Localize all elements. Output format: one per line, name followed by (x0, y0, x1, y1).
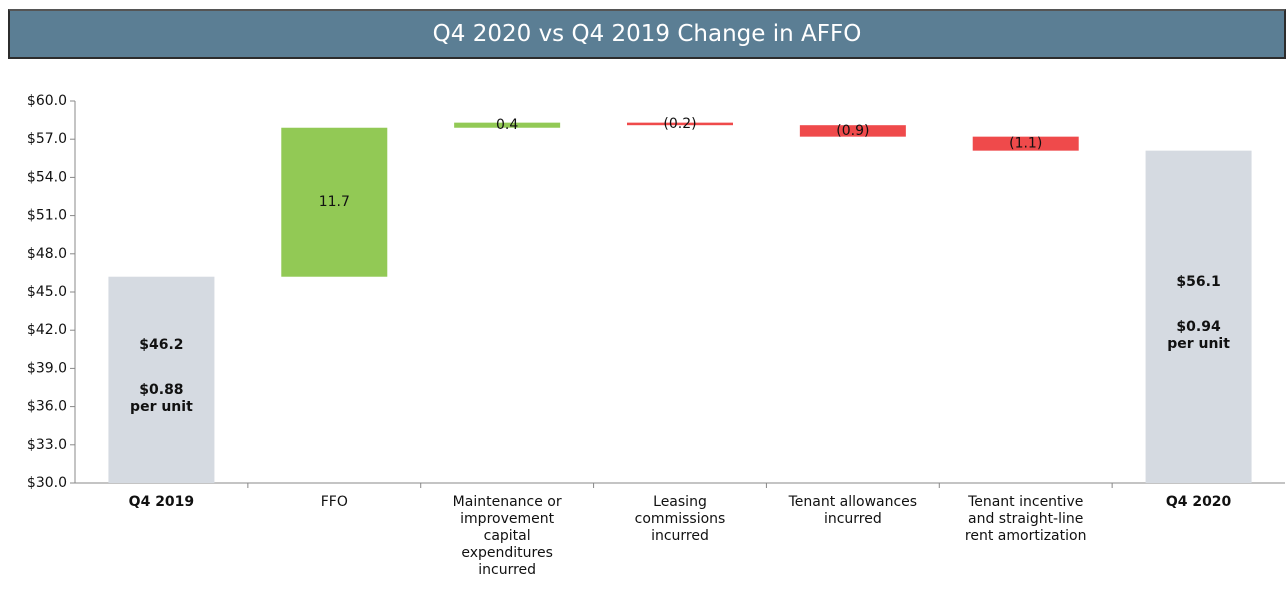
x-tick-label: FFO (320, 494, 348, 510)
x-tick-label: Q4 2019 (128, 494, 195, 510)
y-tick-label: $30.0 (27, 475, 67, 491)
bar (799, 125, 906, 137)
y-tick-label: $57.0 (27, 131, 67, 147)
value-label: (0.9) (836, 123, 869, 139)
value-label: 11.7 (319, 194, 350, 210)
bar (108, 276, 215, 483)
y-tick-label: $45.0 (27, 284, 67, 300)
bar (1145, 150, 1252, 483)
per-unit-value: $0.94 (1176, 319, 1221, 335)
y-tick-label: $39.0 (27, 360, 67, 376)
x-tick-label: Q4 2020 (1165, 494, 1232, 510)
y-tick-label: $51.0 (27, 208, 67, 224)
bar (281, 127, 388, 277)
y-tick-label: $36.0 (27, 399, 67, 415)
per-unit-caption: per unit (1167, 336, 1230, 352)
value-label: $46.2 (139, 337, 183, 353)
x-tick-label: Maintenance or improvement capital expen… (452, 494, 562, 578)
y-tick-label: $48.0 (27, 246, 67, 262)
value-label: 0.4 (496, 117, 518, 133)
y-tick-label: $54.0 (27, 169, 67, 185)
value-label: (0.2) (663, 116, 696, 132)
per-unit-caption: per unit (130, 399, 193, 415)
chart-title: Q4 2020 vs Q4 2019 Change in AFFO (8, 9, 1286, 59)
bar (627, 122, 733, 126)
y-tick-label: $42.0 (27, 322, 67, 338)
bar (454, 122, 561, 128)
value-label: $56.1 (1176, 274, 1220, 290)
x-tick-label: Leasing commissions incurred (634, 494, 726, 544)
y-tick-label: $33.0 (27, 437, 67, 453)
x-tick-label: Tenant allowances incurred (788, 494, 918, 527)
per-unit-value: $0.88 (139, 382, 183, 398)
y-tick-label: $60.0 (27, 93, 67, 109)
bar (972, 136, 1079, 151)
x-tick-label: Tenant incentive and straight-line rent … (964, 494, 1087, 544)
value-label: (1.1) (1009, 136, 1042, 152)
